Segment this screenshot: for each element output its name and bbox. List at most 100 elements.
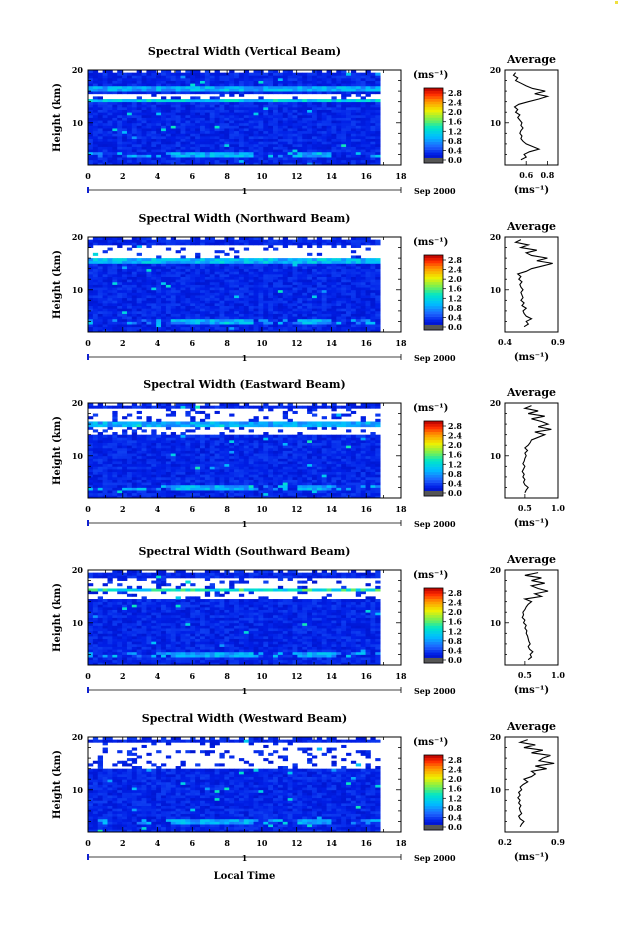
heatmap-cell xyxy=(307,120,313,124)
heatmap-cell xyxy=(190,260,196,264)
heatmap-cell xyxy=(302,302,308,307)
heatmap-cell xyxy=(321,159,327,163)
heatmap-cell xyxy=(375,289,381,293)
heatmap-cell xyxy=(209,305,215,309)
heatmap-cell xyxy=(136,252,142,256)
heatmap-cell xyxy=(243,117,250,121)
heatmap-cell xyxy=(219,466,225,470)
heatmap-cell xyxy=(136,106,142,110)
heatmap-cell xyxy=(185,149,191,153)
heatmap-cell xyxy=(199,271,206,275)
heatmap-cell xyxy=(355,310,362,314)
heatmap-cell xyxy=(224,88,230,92)
heatmap-cell xyxy=(229,271,235,275)
heatmap-cell xyxy=(282,143,289,147)
heatmap-cell xyxy=(248,106,254,110)
heatmap-cell xyxy=(175,271,181,275)
heatmap-cell xyxy=(346,492,352,496)
heatmap-cell xyxy=(355,266,362,270)
heatmap-cell xyxy=(346,321,352,325)
heatmap-cell xyxy=(126,133,133,137)
heatmap-cell xyxy=(204,130,211,134)
heatmap-cell xyxy=(170,77,177,81)
heatmap-cell xyxy=(341,258,347,262)
heatmap-cell xyxy=(195,138,201,142)
heatmap-cell xyxy=(297,258,303,262)
heatmap-cell xyxy=(92,297,99,301)
heatmap-cell xyxy=(141,479,147,483)
heatmap-cell xyxy=(195,308,201,312)
heatmap-cell xyxy=(370,476,376,480)
heatmap-cell xyxy=(277,263,284,267)
heatmap-cell xyxy=(175,266,181,270)
heatmap-cell xyxy=(311,263,318,267)
heatmap-cell xyxy=(248,130,254,134)
heatmap-cell xyxy=(297,162,303,166)
heatmap-cell xyxy=(170,85,177,89)
heatmap-cell xyxy=(180,157,186,161)
heatmap-cell xyxy=(185,305,191,309)
heatmap-cell xyxy=(360,125,366,129)
heatmap-cell xyxy=(277,326,284,330)
heatmap-cell xyxy=(204,143,211,147)
heatmap-cell xyxy=(316,276,323,280)
heatmap-cell xyxy=(136,287,142,291)
heatmap-cell xyxy=(131,88,138,92)
heatmap-cell xyxy=(273,149,279,153)
heatmap-cell xyxy=(161,149,167,153)
heatmap-cell xyxy=(229,284,235,288)
heatmap-cell xyxy=(112,321,118,325)
heatmap-cell xyxy=(321,109,327,113)
heatmap-cell xyxy=(117,289,123,293)
heatmap-cell xyxy=(331,146,337,150)
heatmap-cell xyxy=(126,109,133,113)
heatmap-cell xyxy=(141,135,147,140)
heatmap-cell xyxy=(204,495,211,499)
heatmap-cell xyxy=(316,273,323,277)
heatmap-cell xyxy=(292,75,298,79)
heatmap-cell xyxy=(107,295,113,299)
heatmap-cell xyxy=(350,463,357,467)
heatmap-cell xyxy=(102,313,108,317)
heatmap-cell xyxy=(243,122,250,126)
heatmap-cell xyxy=(214,273,220,277)
heatmap-cell xyxy=(365,329,371,333)
heatmap-cell xyxy=(287,287,293,291)
heatmap-cell xyxy=(243,239,250,243)
heatmap-cell xyxy=(336,471,342,475)
heatmap-cell xyxy=(365,305,371,309)
heatmap-cell xyxy=(224,138,230,142)
heatmap-cell xyxy=(307,135,313,140)
heatmap-cell xyxy=(224,141,230,145)
heatmap-cell xyxy=(355,292,362,296)
heatmap-cell xyxy=(92,75,99,79)
heatmap-cell xyxy=(346,308,352,312)
heatmap-cell xyxy=(190,77,196,81)
heatmap-cell xyxy=(375,141,381,145)
heatmap-cell xyxy=(156,99,162,103)
heatmap-cell xyxy=(161,263,167,267)
heatmap-cell xyxy=(141,143,147,147)
heatmap-cell xyxy=(185,88,191,92)
heatmap-cell xyxy=(311,130,318,134)
heatmap-cell xyxy=(102,143,108,147)
heatmap-cell xyxy=(273,260,279,264)
heatmap-cell xyxy=(107,466,113,470)
heatmap-cell xyxy=(321,120,327,124)
heatmap-cell xyxy=(263,324,269,328)
heatmap-cell xyxy=(190,143,196,147)
colorbar-tick-label: 0.8 xyxy=(448,303,462,313)
heatmap-cell xyxy=(229,77,235,81)
heatmap-cell xyxy=(287,495,293,499)
heatmap-cell xyxy=(88,143,94,147)
heatmap-cell xyxy=(195,146,201,150)
heatmap-cell xyxy=(165,271,172,275)
heatmap-cell xyxy=(170,112,177,116)
heatmap-cell xyxy=(224,109,230,113)
heatmap-cell xyxy=(117,70,123,74)
heatmap-cell xyxy=(253,151,259,155)
heatmap-cell xyxy=(107,476,113,480)
heatmap-cell xyxy=(248,159,254,163)
heatmap-cell xyxy=(131,77,138,81)
